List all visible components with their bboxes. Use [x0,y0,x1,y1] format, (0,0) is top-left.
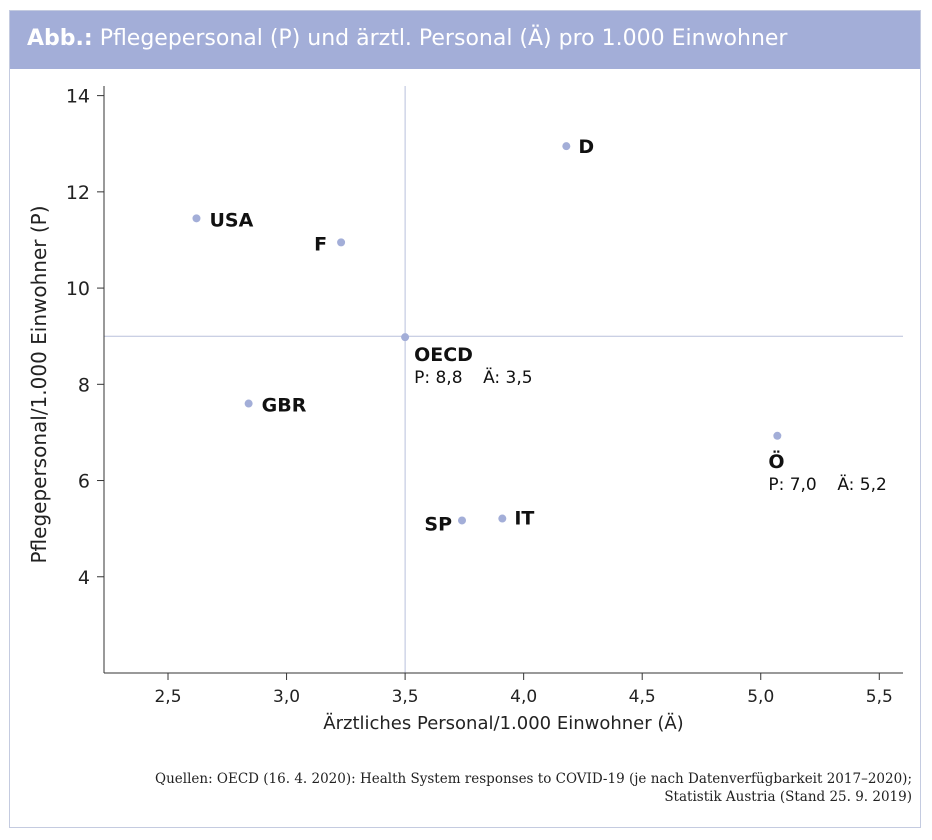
x-tick-label: 4,5 [629,687,656,707]
point-label-gbr: GBR [262,395,307,417]
title-main: Pflegepersonal (P) und ärztl. Personal (… [99,26,788,51]
x-tick-label: 3,5 [392,687,419,707]
x-tick-label: 4,0 [510,687,537,707]
point-detail-a-oe: Ä: 5,2 [837,474,887,495]
source-line-1: Quellen: OECD (16. 4. 2020): Health Syst… [155,771,912,787]
point-label-oe: Ö [768,449,784,473]
point-detail-a-oecd: Ä: 3,5 [483,367,533,388]
point-f [337,238,346,247]
y-tick-label: 14 [66,86,90,108]
point-label-usa: USA [209,209,253,231]
point-oecd [401,333,410,342]
source-line-2: Statistik Austria (Stand 25. 9. 2019) [664,789,912,805]
point-oe [773,431,782,440]
x-tick-label: 5,5 [866,687,893,707]
x-axis-label: Ärztliches Personal/1.000 Einwohner (Ä) [323,713,683,734]
point-label-d: D [578,136,594,158]
source-note: Quellen: OECD (16. 4. 2020): Health Syst… [155,770,912,806]
chart-title: Abb.: Pflegepersonal (P) und ärztl. Pers… [27,26,787,51]
title-bar: Abb.: Pflegepersonal (P) und ärztl. Pers… [10,11,920,69]
point-detail-p-oe: P: 7,0 [768,475,816,495]
point-it [498,514,507,523]
point-gbr [244,399,253,408]
y-tick-label: 4 [78,567,90,589]
point-sp [458,516,467,525]
y-tick-label: 10 [66,278,90,300]
point-detail-p-oecd: P: 8,8 [414,368,462,388]
x-tick-label: 3,0 [273,687,300,707]
y-tick-label: 6 [78,471,90,493]
y-axis-label: Pflegepersonal/1.000 Einwohner (P) [27,205,51,563]
point-label-oecd: OECD [414,344,473,366]
point-label-it: IT [514,508,534,530]
x-tick-label: 2,5 [154,687,181,707]
point-label-f: F [314,233,327,255]
point-d [562,142,571,151]
y-tick-label: 8 [78,374,90,396]
point-usa [192,214,201,223]
title-prefix: Abb.: [27,26,93,51]
y-tick-label: 12 [66,182,90,204]
point-label-sp: SP [424,513,452,535]
x-tick-label: 5,0 [747,687,774,707]
figure-frame: Abb.: Pflegepersonal (P) und ärztl. Pers… [9,10,921,828]
